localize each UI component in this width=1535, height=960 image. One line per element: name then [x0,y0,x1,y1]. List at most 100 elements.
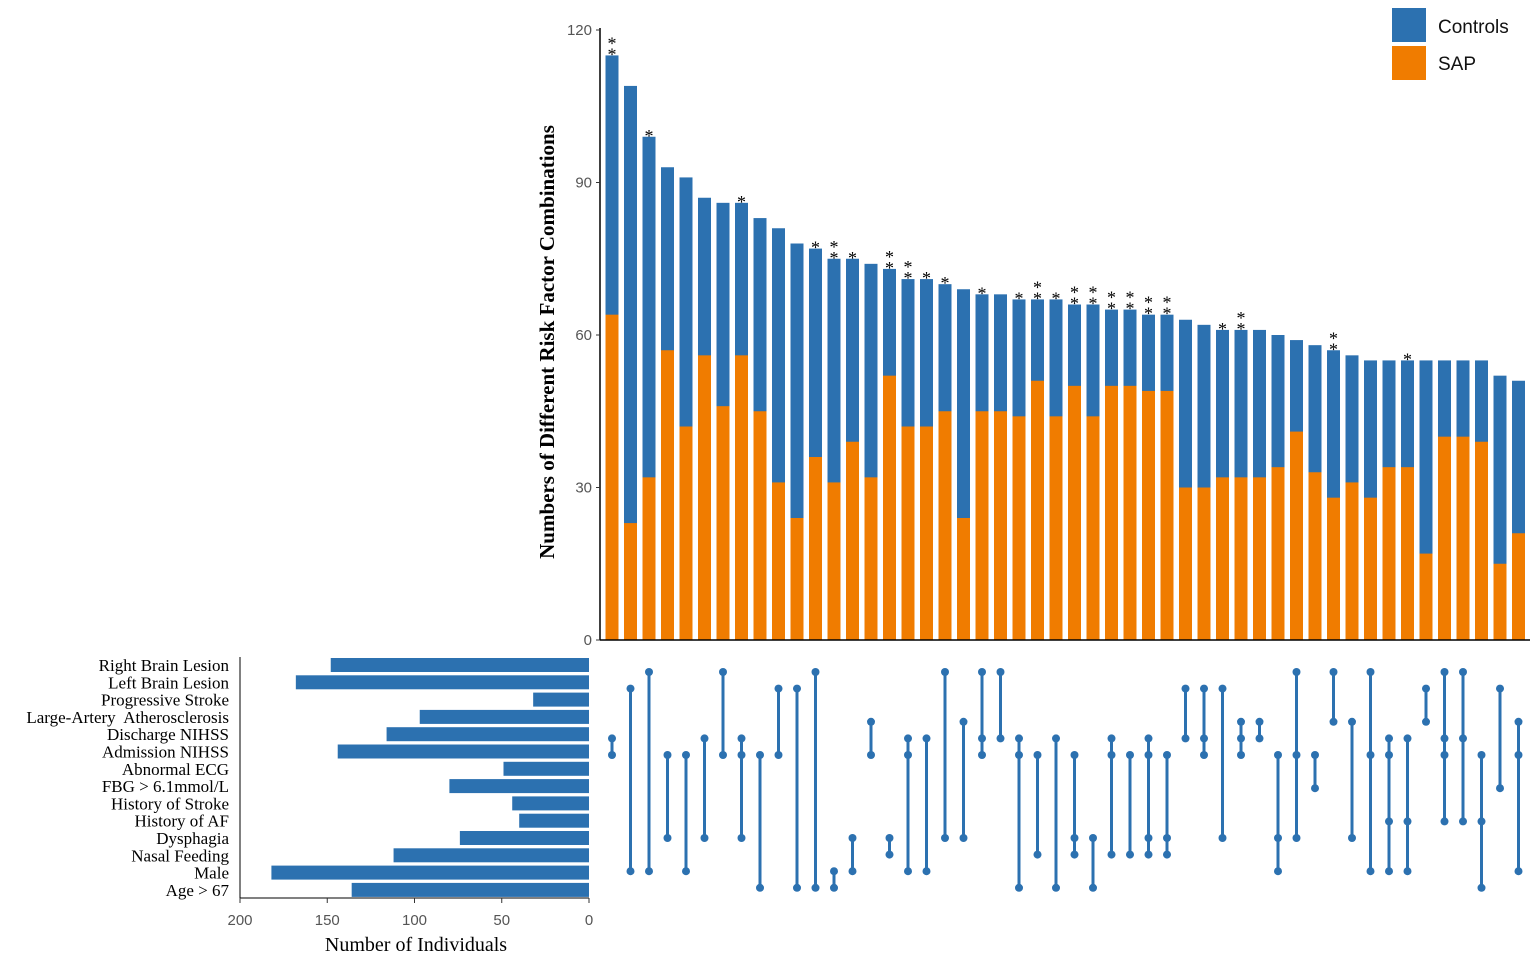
significance-star: * [904,257,913,277]
bar-sap [920,426,933,640]
x-tick-label: 150 [315,912,340,929]
matrix-dot [1015,734,1023,743]
matrix-dot [1403,817,1412,826]
matrix-dot [793,684,801,693]
significance-star: * [1033,277,1042,297]
legend-swatch-controls [1392,8,1426,42]
matrix-dot [1070,834,1079,842]
matrix-dot [1403,867,1412,876]
set-bar [519,813,589,828]
significance-star: * [608,33,617,53]
bar-sap [1049,416,1063,640]
matrix-dot [1089,883,1097,892]
matrix-dot [1292,668,1301,676]
y-tick-label: 60 [575,327,592,344]
x-tick-label: 50 [493,912,510,929]
matrix-dot [1181,684,1190,693]
y-axis: 0 30 60 90 120 [567,22,1530,649]
legend-label-controls: Controls [1438,17,1509,38]
matrix-dot [1274,834,1282,842]
matrix-dot [737,834,746,842]
bar-sap [1253,477,1266,640]
matrix-dot [1329,668,1338,676]
set-bar [449,779,589,794]
matrix-dot [682,867,690,876]
significance-star: * [1144,293,1153,313]
matrix-dot [756,751,764,759]
matrix-dot [1440,668,1449,676]
set-bar [351,882,589,897]
significance-star: * [1126,288,1135,308]
matrix-dot [756,883,764,892]
bar-sap [957,518,970,640]
matrix-dot [1144,850,1153,859]
matrix-dot [663,751,672,759]
bar-controls [624,85,637,640]
matrix-dot [1255,717,1264,726]
bar-sap [809,457,822,640]
set-label: History of AF [135,812,229,831]
set-bar [393,848,589,863]
matrix-dot [1440,751,1449,759]
matrix-dot [1403,734,1412,743]
matrix-dot [978,668,986,676]
matrix-dot [1033,850,1042,859]
significance-star: * [1107,299,1116,319]
matrix-dot [922,734,931,743]
matrix-dot [793,883,801,892]
matrix-dot [830,867,838,876]
matrix-dot [645,668,653,676]
set-label: Right Brain Lesion [99,656,230,675]
bar-sap [1364,497,1377,640]
matrix-dot [1126,850,1134,859]
bar-sap [1105,385,1118,640]
bar-sap [624,523,637,640]
set-bar [295,675,589,690]
set-label: Nasal Feeding [131,846,229,865]
set-bar [386,727,589,742]
matrix-dot [719,751,727,759]
matrix-dot [922,867,931,876]
significance-star: * [1033,288,1042,308]
matrix-dot [1052,734,1060,743]
bar-sap [1031,380,1044,640]
set-bar [533,692,589,707]
significance-star: * [1089,294,1098,314]
significance-star: * [1107,288,1116,308]
bar-sap [1216,477,1229,640]
bar-sap [772,482,785,640]
bar-sap [1012,416,1026,640]
bar-sap [605,314,619,640]
matrix-dot [1163,834,1171,842]
matrix-dot [1459,668,1467,676]
set-label: Male [194,864,229,883]
bar-sap [883,375,896,640]
matrix-dot [626,867,635,876]
matrix-dot [1292,751,1301,759]
matrix-dot [645,867,653,876]
matrix-dot [1311,784,1319,793]
matrix-dot [830,883,838,892]
matrix-dot [1200,751,1208,759]
matrix-dot [1274,751,1282,759]
matrix-dot [1422,717,1430,726]
bar-sap [1438,436,1451,640]
matrix-dot [1385,751,1393,759]
significance-star: * [1089,283,1098,303]
matrix-dot [700,734,709,743]
set-label: Age > 67 [166,881,230,900]
bar-sap [1401,467,1414,640]
matrix-dot [1218,834,1227,842]
x-tick-label: 200 [227,912,252,929]
set-label: Admission NIHSS [102,743,229,762]
matrix-dot [848,834,857,842]
matrix-dot [1477,883,1486,892]
matrix-dot [1033,751,1042,759]
legend: Controls SAP [1392,8,1509,80]
bar-sap [1197,487,1211,640]
set-label: Dysphagia [156,829,229,848]
matrix-dot [1292,834,1301,842]
matrix-dot [608,751,616,759]
matrix-dot [626,684,635,693]
